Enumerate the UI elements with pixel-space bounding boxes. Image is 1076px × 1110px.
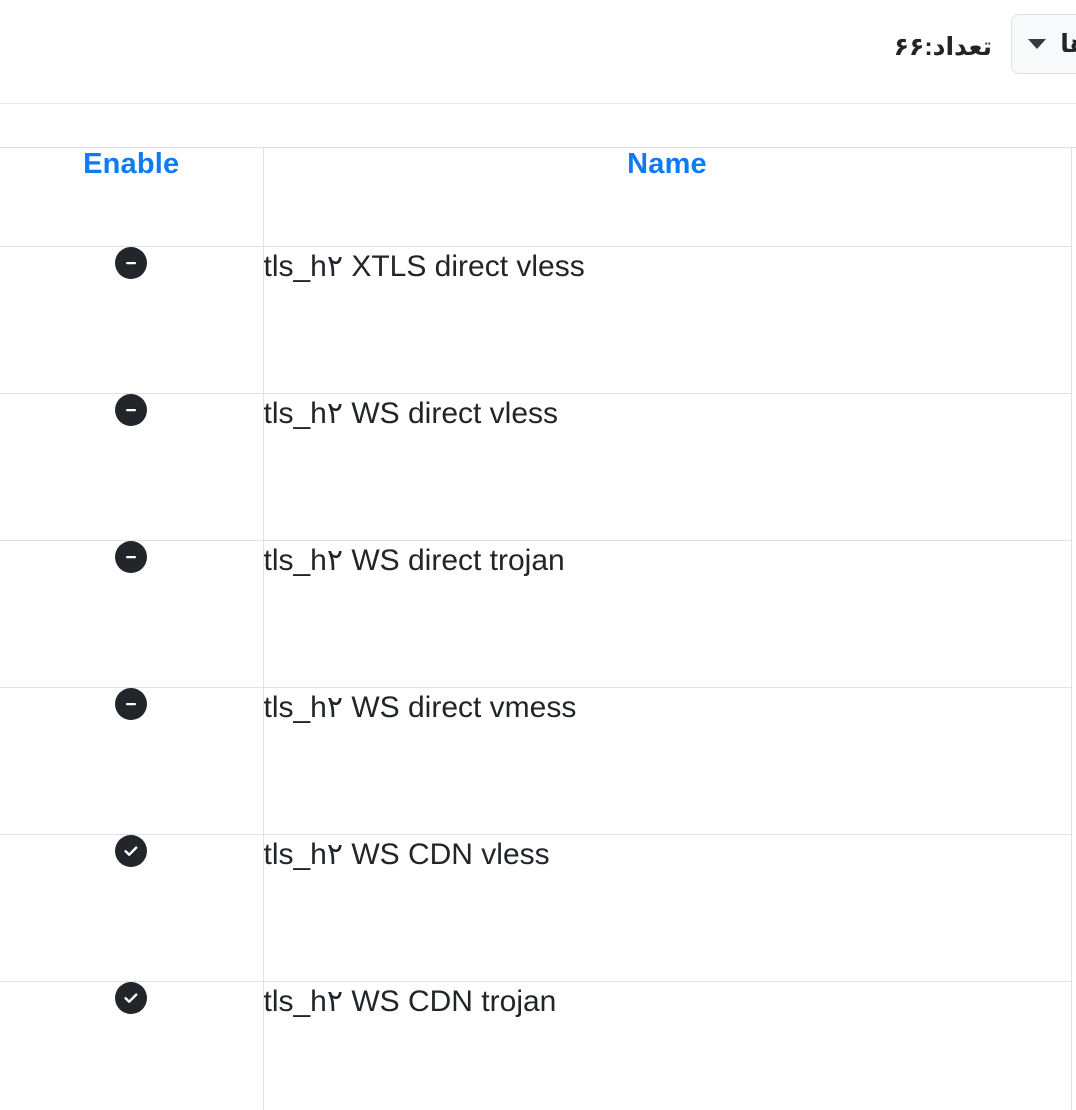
cell-enable [0,246,263,394]
toolbar-spacer-band [0,105,1076,148]
configs-table: Name Enable tls_h۲ XTLS direct vless [0,148,1072,1110]
minus-circle-icon[interactable] [115,246,148,279]
table-row[interactable]: tls_h۲ WS CDN trojan [0,981,1072,1110]
minus-circle-icon[interactable] [115,687,148,720]
table-head: Name Enable [0,148,1072,247]
config-name-label: tls_h۲ WS CDN trojan [263,984,557,1018]
table-row[interactable]: tls_h۲ WS direct vless [0,393,1072,541]
cell-name: tls_h۲ WS direct vless [262,393,1072,541]
table-header-row: Name Enable [0,148,1072,247]
minus-circle-icon[interactable] [115,540,148,573]
config-name-label: tls_h۲ XTLS direct vless [263,249,585,283]
cell-enable [0,540,263,688]
table-row[interactable]: tls_h۲ WS CDN vless [0,834,1072,982]
column-header-enable[interactable]: Enable [0,148,263,247]
check-circle-icon[interactable] [115,981,148,1014]
cell-name: tls_h۲ WS CDN vless [262,834,1072,982]
configs-table-wrapper: Name Enable tls_h۲ XTLS direct vless [0,148,1072,1110]
table-row[interactable]: tls_h۲ WS direct vmess [0,687,1072,835]
category-dropdown-button[interactable]: ها [1011,14,1076,74]
column-header-name[interactable]: Name [262,148,1072,247]
cell-name: tls_h۲ WS CDN trojan [262,981,1072,1110]
category-dropdown-label: ها [1060,29,1076,58]
config-name-label: tls_h۲ WS direct vless [263,396,559,430]
cell-enable [0,834,263,982]
top-toolbar: تعداد:۶۶ ها [0,0,1076,104]
config-name-label: tls_h۲ WS CDN vless [263,837,550,871]
chevron-down-icon [1028,39,1047,49]
cell-name: tls_h۲ WS direct vmess [262,687,1072,835]
cell-name: tls_h۲ WS direct trojan [262,540,1072,688]
minus-circle-icon[interactable] [115,393,148,426]
table-body: tls_h۲ XTLS direct vless tls_h۲ WS direc… [0,246,1072,1110]
cell-enable [0,393,263,541]
config-name-label: tls_h۲ WS direct trojan [263,543,565,577]
check-circle-icon[interactable] [115,834,148,867]
cell-name: tls_h۲ XTLS direct vless [262,246,1072,394]
table-row[interactable]: tls_h۲ WS direct trojan [0,540,1072,688]
items-count-label: تعداد:۶۶ [893,33,992,61]
table-row[interactable]: tls_h۲ XTLS direct vless [0,246,1072,394]
cell-enable [0,981,263,1110]
cell-enable [0,687,263,835]
config-name-label: tls_h۲ WS direct vmess [263,690,577,724]
